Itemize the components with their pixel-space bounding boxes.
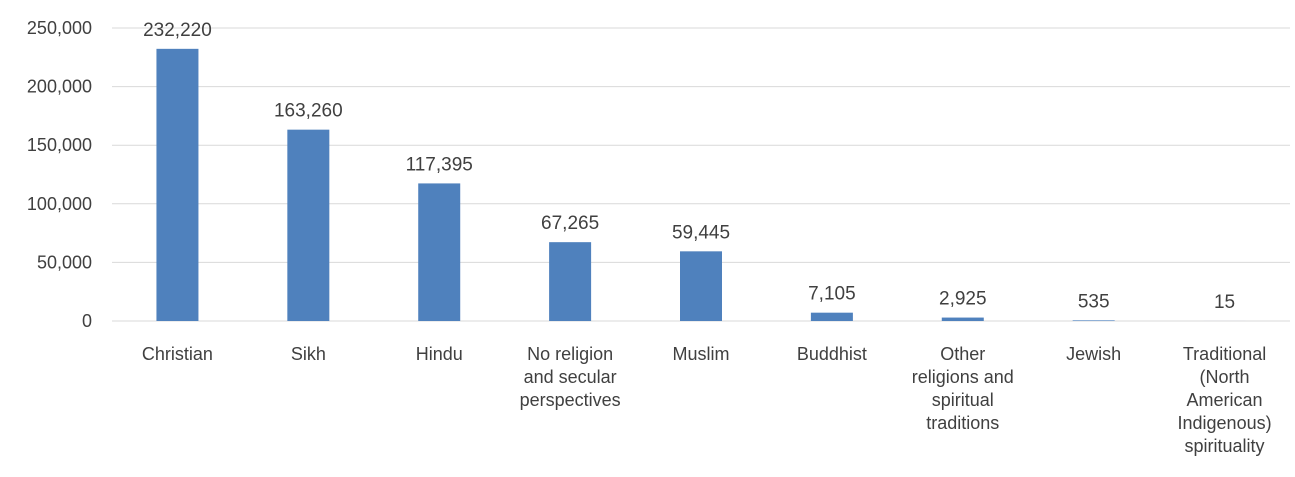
data-label: 7,105: [808, 284, 856, 305]
data-labels: 232,220 163,260 117,395 67,265 59,445 7,105 2,…: [143, 20, 1235, 313]
y-tick-label: 0: [82, 311, 92, 331]
x-category-label-line: Hindu: [416, 344, 463, 364]
data-label: 2,925: [939, 289, 987, 310]
x-axis-labels: Christian Sikh Hindu No religion and secular…: [142, 344, 1272, 456]
x-category-label-line: Traditional: [1183, 344, 1266, 364]
bar: [810, 312, 853, 321]
x-category-label-line: spiritual: [932, 390, 994, 410]
data-label: 232,220: [143, 20, 212, 41]
bar: [287, 129, 330, 321]
x-category-label: Jewish: [1066, 344, 1121, 364]
x-category-label: Christian: [142, 344, 213, 364]
bars: [156, 48, 1246, 321]
y-tick-label: 150,000: [27, 135, 92, 155]
bar: [549, 242, 592, 321]
data-label: 15: [1214, 292, 1235, 313]
x-category-label: Other religions and spiritual traditions: [912, 344, 1014, 433]
data-label: 67,265: [541, 213, 599, 234]
data-label: 535: [1078, 291, 1110, 312]
x-category-label: Hindu: [416, 344, 463, 364]
x-category-label: Sikh: [291, 344, 326, 364]
y-tick-label: 250,000: [27, 18, 92, 38]
bar: [156, 48, 199, 321]
x-category-label-line: Christian: [142, 344, 213, 364]
x-category-label-line: Other: [940, 344, 985, 364]
bar: [680, 251, 722, 321]
x-category-label-line: (North: [1200, 367, 1250, 387]
data-label: 117,395: [406, 154, 473, 175]
bar: [1072, 320, 1115, 321]
x-category-label-line: spirituality: [1185, 436, 1265, 456]
data-label: 59,445: [672, 222, 730, 243]
y-tick-label: 100,000: [27, 194, 92, 214]
y-axis-labels: 0 50,000 100,000 150,000 200,000 250,000: [27, 18, 92, 331]
x-category-label-line: religions and: [912, 367, 1014, 387]
y-tick-label: 50,000: [37, 252, 92, 272]
x-category-label: Traditional (North American Indigenous) spir…: [1178, 344, 1272, 456]
x-category-label-line: traditions: [926, 413, 999, 433]
x-category-label-line: Indigenous): [1178, 413, 1272, 433]
x-category-label-line: Sikh: [291, 344, 326, 364]
x-category-label-line: Buddhist: [797, 344, 867, 364]
x-category-label: No religion and secular perspectives: [520, 344, 621, 410]
x-category-label-line: American: [1187, 390, 1263, 410]
x-category-label-line: No religion: [527, 344, 613, 364]
x-category-label: Buddhist: [797, 344, 867, 364]
y-tick-label: 200,000: [27, 77, 92, 97]
bar: [941, 317, 984, 321]
x-category-label-line: Muslim: [673, 344, 730, 364]
data-label: 163,260: [274, 101, 343, 122]
bar: [418, 183, 461, 321]
x-category-label-line: Jewish: [1066, 344, 1121, 364]
x-category-label-line: and secular: [524, 367, 617, 387]
x-category-label: Muslim: [673, 344, 730, 364]
x-category-label-line: perspectives: [520, 390, 621, 410]
